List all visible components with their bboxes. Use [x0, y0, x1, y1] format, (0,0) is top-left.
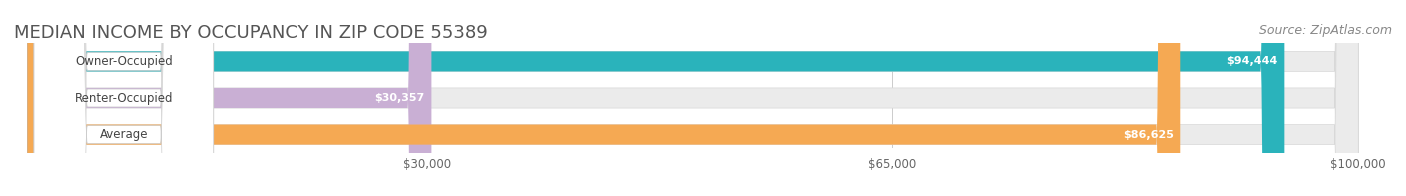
- Text: MEDIAN INCOME BY OCCUPANCY IN ZIP CODE 55389: MEDIAN INCOME BY OCCUPANCY IN ZIP CODE 5…: [14, 24, 488, 42]
- Text: $94,444: $94,444: [1226, 56, 1278, 66]
- FancyBboxPatch shape: [27, 0, 1284, 196]
- Text: Renter-Occupied: Renter-Occupied: [75, 92, 173, 104]
- Text: Average: Average: [100, 128, 148, 141]
- FancyBboxPatch shape: [27, 0, 1180, 196]
- Text: Source: ZipAtlas.com: Source: ZipAtlas.com: [1258, 24, 1392, 36]
- FancyBboxPatch shape: [27, 0, 1358, 196]
- Text: $30,357: $30,357: [374, 93, 425, 103]
- FancyBboxPatch shape: [34, 0, 214, 196]
- Text: Owner-Occupied: Owner-Occupied: [75, 55, 173, 68]
- FancyBboxPatch shape: [27, 0, 1358, 196]
- FancyBboxPatch shape: [34, 0, 214, 196]
- FancyBboxPatch shape: [27, 0, 1358, 196]
- Text: $86,625: $86,625: [1123, 130, 1174, 140]
- FancyBboxPatch shape: [27, 0, 432, 196]
- FancyBboxPatch shape: [34, 0, 214, 196]
